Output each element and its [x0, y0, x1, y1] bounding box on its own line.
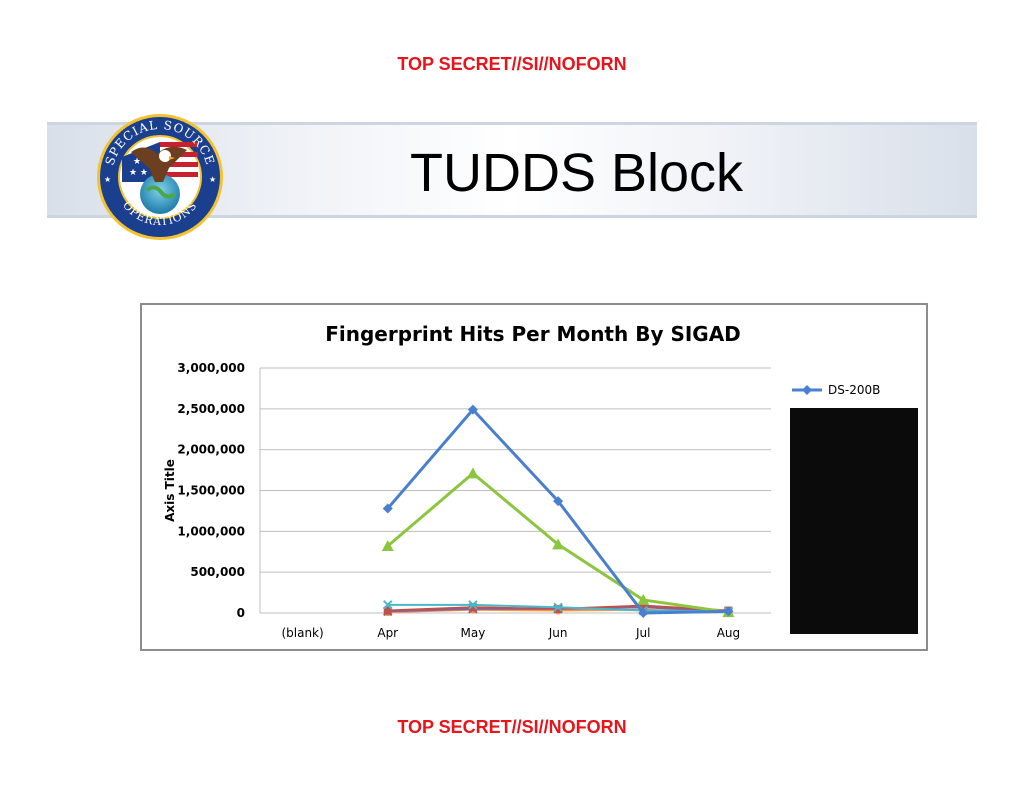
series-line — [386, 407, 729, 615]
y-tick-label: 500,000 — [190, 565, 245, 579]
slide-title: TUDDS Block — [410, 143, 744, 203]
y-tick-label: 0 — [237, 606, 245, 620]
svg-text:★: ★ — [104, 175, 111, 184]
x-tick-label: Aug — [717, 626, 740, 640]
x-tick-label: (blank) — [281, 626, 323, 640]
x-tick-label: Jun — [548, 626, 568, 640]
y-tick-label: 1,500,000 — [177, 484, 245, 498]
data-point — [554, 604, 563, 613]
data-point — [383, 600, 393, 610]
data-point — [639, 601, 648, 610]
data-point — [637, 593, 650, 605]
data-point — [552, 538, 565, 550]
y-axis-title: Axis Title — [163, 459, 177, 522]
y-tick-label: 1,000,000 — [177, 524, 245, 538]
legend-label: DS-200B — [828, 383, 880, 397]
data-point — [553, 496, 564, 507]
x-tick-label: Apr — [377, 626, 398, 640]
x-tick-label: Jul — [635, 626, 650, 640]
y-tick-label: 2,500,000 — [177, 402, 245, 416]
y-tick-label: 3,000,000 — [177, 361, 245, 375]
data-point — [468, 603, 477, 612]
x-tick-label: May — [461, 626, 486, 640]
data-point — [381, 540, 394, 552]
line-chart: Fingerprint Hits Per Month By SIGAD 0 500,… — [163, 322, 918, 640]
y-tick-label: 2,000,000 — [177, 443, 245, 457]
data-point — [723, 606, 734, 617]
data-point — [383, 606, 392, 615]
legend-marker — [802, 385, 812, 395]
svg-text:★: ★ — [209, 175, 216, 184]
data-point — [466, 467, 479, 479]
classification-banner-bottom: TOP SECRET//SI//NOFORN — [397, 717, 627, 737]
svg-text:★ ★: ★ ★ — [129, 168, 148, 178]
data-point — [382, 503, 393, 514]
special-source-operations-seal: ★ ★ ★ ★ SPECIAL SOURCE OPERATIONS ★ ★ — [97, 114, 223, 240]
data-point — [638, 608, 649, 618]
chart-title: Fingerprint Hits Per Month By SIGAD — [325, 322, 741, 346]
data-point — [553, 602, 563, 612]
data-point — [468, 600, 478, 610]
data-point — [467, 404, 478, 415]
redaction-block — [790, 408, 918, 634]
classification-banner-top: TOP SECRET//SI//NOFORN — [397, 54, 627, 74]
